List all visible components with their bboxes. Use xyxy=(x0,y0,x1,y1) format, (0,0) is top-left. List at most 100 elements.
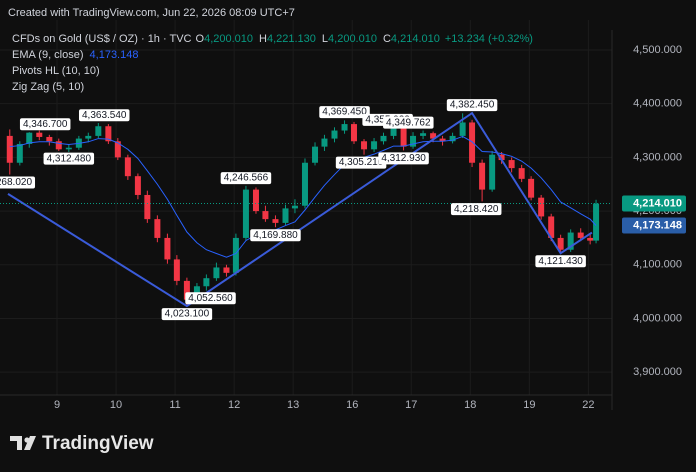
legend-main: CFDs on Gold (US$ / OZ) · 1h · TVC O4,200… xyxy=(12,33,533,45)
candle-body xyxy=(252,189,259,212)
zigzag-line xyxy=(7,111,593,308)
pivot-label: 4,121.430 xyxy=(538,256,583,267)
candle-body xyxy=(55,141,62,150)
legend-ohlc-key: L xyxy=(322,33,328,45)
logo-dot xyxy=(24,437,30,443)
y-tick-label: 4,500.000 xyxy=(633,44,682,56)
y-tick-label: 4,000.000 xyxy=(633,312,682,324)
candle-body xyxy=(548,216,555,238)
pivot-box xyxy=(161,308,213,321)
candle-body xyxy=(95,126,102,136)
candle-body xyxy=(557,237,564,250)
price-tag-label: 4,214.010 xyxy=(633,197,682,209)
candle-body xyxy=(262,211,269,220)
candle-body xyxy=(124,157,131,177)
candle-body xyxy=(164,237,171,260)
pivot-box xyxy=(19,118,71,131)
candle-body xyxy=(479,162,486,190)
candle-body xyxy=(312,146,319,163)
candle-body xyxy=(134,176,141,195)
brand-logo: TradingView xyxy=(10,433,154,454)
legend-indicator: Zig Zag (5, 10) xyxy=(12,81,84,93)
candle-body xyxy=(114,141,121,158)
legend-ohlc-key: O xyxy=(196,33,205,45)
pivot-label: 4,382.450 xyxy=(450,100,495,111)
candle-body xyxy=(301,162,308,206)
candle-body xyxy=(213,267,220,279)
brand-name: TradingView xyxy=(42,433,154,454)
pivot-label: 4,052.560 xyxy=(188,293,233,304)
price-tag-box xyxy=(622,195,686,212)
candle-body xyxy=(232,237,239,273)
candle-body xyxy=(390,127,397,136)
candle-body xyxy=(449,135,456,142)
candle-body xyxy=(85,135,92,139)
legend-indicator: Pivots HL (10, 10) xyxy=(12,65,100,77)
pivot-label: 4,346.700 xyxy=(23,119,68,130)
pivot-label: 4,169.880 xyxy=(253,230,298,241)
pivot-box xyxy=(250,229,301,242)
x-tick-label: 10 xyxy=(110,399,122,411)
legend-ohlc-value: 4,214.010 xyxy=(391,33,440,45)
candle-body xyxy=(430,133,437,139)
candle-body xyxy=(272,219,279,223)
candle-body xyxy=(46,136,53,142)
pivot-box xyxy=(383,116,434,129)
x-tick-label: 22 xyxy=(582,399,594,411)
pivot-label: 4,218.420 xyxy=(454,204,499,215)
y-tick-label: 4,100.000 xyxy=(633,259,682,271)
candle-body xyxy=(331,130,338,139)
pivot-box xyxy=(0,176,36,189)
candle-body xyxy=(593,203,600,241)
candle-body xyxy=(6,135,13,163)
pivot-box xyxy=(78,109,130,122)
indicator-value: 4,173.148 xyxy=(90,49,139,61)
pivot-label: 4,268.020 xyxy=(0,177,32,188)
candle-body xyxy=(508,160,515,169)
plot: 4,268.020 4,346.700 4,312.480 4,363.540 4,02… xyxy=(0,99,612,321)
candle-body xyxy=(144,194,151,220)
candle-body xyxy=(567,232,574,250)
candle-body xyxy=(173,259,180,281)
candle-body xyxy=(538,197,545,217)
candle-body xyxy=(223,267,230,273)
legend-indicators: EMA (9, close) 4,173.148 Pivots HL (10, 10… xyxy=(12,49,138,93)
pivot-box xyxy=(378,152,429,165)
candle-body xyxy=(16,143,23,163)
pivot-box xyxy=(446,99,498,112)
candle-body xyxy=(203,278,210,287)
candle-body xyxy=(321,138,328,147)
candle-body xyxy=(489,154,496,190)
candle-body xyxy=(361,141,368,150)
pivot-label: 4,312.930 xyxy=(381,153,426,164)
candle-body xyxy=(420,133,427,136)
legend-ohlc-value: 4,200.010 xyxy=(328,33,377,45)
candle-body xyxy=(518,168,525,179)
candle-body xyxy=(36,132,43,137)
candle-body xyxy=(459,122,466,136)
price-tag-label: 4,173.148 xyxy=(633,219,682,231)
candle-body xyxy=(469,122,476,163)
y-tick-label: 3,900.000 xyxy=(633,366,682,378)
legend-indicator: EMA (9, close) 4,173.148 xyxy=(12,49,138,61)
pivot-label: 4,369.450 xyxy=(322,107,367,118)
x-tick-label: 19 xyxy=(523,399,535,411)
pivot-box xyxy=(319,106,370,119)
pivot-label: 4,363.540 xyxy=(82,110,127,121)
pivot-box xyxy=(43,152,95,165)
ema-line xyxy=(9,135,597,258)
axes: 3,900.0004,000.0004,100.0004,200.0004,30… xyxy=(54,44,686,411)
pivot-box xyxy=(185,292,236,305)
candle-body xyxy=(341,124,348,131)
candle-body xyxy=(242,189,249,238)
candle-body xyxy=(154,219,161,238)
candle-body xyxy=(380,135,387,142)
pivot-box xyxy=(535,255,586,268)
candle-body xyxy=(105,126,112,142)
candle-body xyxy=(282,208,289,223)
legend-ohlc-key: C xyxy=(383,33,391,45)
pivot-label: 4,312.480 xyxy=(47,153,92,164)
pivot-label: 4,246.566 xyxy=(224,173,269,184)
x-tick-label: 12 xyxy=(228,399,240,411)
